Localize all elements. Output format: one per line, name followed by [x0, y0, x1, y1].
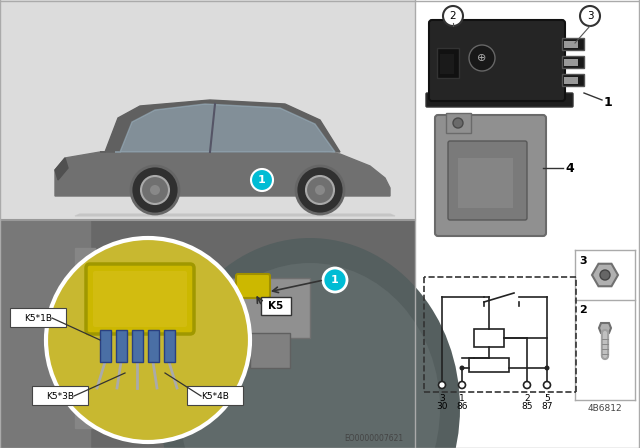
Bar — [437, 48, 459, 78]
Polygon shape — [592, 264, 618, 286]
Text: 86: 86 — [456, 402, 468, 411]
Bar — [250, 333, 290, 368]
Text: K5*1B: K5*1B — [24, 314, 52, 323]
Bar — [230, 278, 310, 338]
Bar — [564, 59, 578, 66]
FancyBboxPatch shape — [187, 386, 243, 405]
Ellipse shape — [160, 238, 460, 448]
Circle shape — [306, 176, 334, 204]
FancyBboxPatch shape — [261, 297, 291, 315]
Bar — [562, 56, 584, 68]
FancyBboxPatch shape — [93, 271, 187, 327]
Text: 2: 2 — [579, 305, 587, 315]
Text: 30: 30 — [436, 402, 448, 411]
FancyBboxPatch shape — [426, 93, 573, 107]
Text: 2: 2 — [450, 11, 456, 21]
Text: 85: 85 — [521, 402, 532, 411]
Text: ⊕: ⊕ — [477, 53, 486, 63]
Circle shape — [131, 166, 179, 214]
Bar — [469, 358, 509, 372]
Circle shape — [251, 169, 273, 191]
FancyBboxPatch shape — [86, 264, 194, 334]
Circle shape — [524, 382, 531, 388]
Polygon shape — [75, 248, 95, 428]
Polygon shape — [100, 100, 340, 152]
Circle shape — [438, 382, 445, 388]
Text: 4: 4 — [565, 161, 573, 175]
Circle shape — [580, 6, 600, 26]
Bar — [562, 38, 584, 50]
Text: K5*4B: K5*4B — [201, 392, 229, 401]
Bar — [164, 330, 175, 362]
Polygon shape — [115, 104, 335, 152]
Circle shape — [543, 382, 550, 388]
Text: 1: 1 — [459, 394, 465, 403]
Bar — [562, 74, 584, 86]
Text: 2: 2 — [524, 394, 530, 403]
Polygon shape — [0, 220, 90, 448]
FancyBboxPatch shape — [10, 308, 66, 327]
Bar — [0, 0, 415, 220]
Text: 3: 3 — [439, 394, 445, 403]
Polygon shape — [55, 158, 68, 180]
Circle shape — [453, 118, 463, 128]
FancyBboxPatch shape — [429, 20, 565, 101]
Text: EO0000007621: EO0000007621 — [344, 434, 403, 443]
FancyBboxPatch shape — [448, 141, 527, 220]
Circle shape — [458, 382, 465, 388]
Text: K5*3B: K5*3B — [46, 392, 74, 401]
Text: 3: 3 — [579, 256, 587, 266]
Circle shape — [315, 185, 325, 195]
Circle shape — [323, 268, 347, 292]
Text: 3: 3 — [587, 11, 593, 21]
Circle shape — [443, 6, 463, 26]
FancyBboxPatch shape — [435, 115, 546, 236]
Bar — [100, 330, 111, 362]
Bar — [0, 220, 415, 448]
Text: K5: K5 — [268, 301, 284, 311]
Circle shape — [141, 176, 169, 204]
FancyBboxPatch shape — [32, 386, 88, 405]
Bar — [148, 330, 159, 362]
Bar — [474, 329, 504, 347]
Circle shape — [545, 366, 550, 370]
Bar — [564, 77, 578, 84]
Bar — [132, 330, 143, 362]
Text: 5: 5 — [544, 394, 550, 403]
Polygon shape — [75, 214, 395, 216]
Text: 1: 1 — [604, 95, 612, 108]
Circle shape — [460, 366, 465, 370]
Circle shape — [600, 270, 610, 280]
Bar — [458, 158, 513, 208]
Ellipse shape — [180, 263, 440, 448]
Bar — [564, 41, 578, 48]
Text: 87: 87 — [541, 402, 553, 411]
Text: 4B6812: 4B6812 — [588, 404, 622, 413]
Text: 1: 1 — [331, 275, 339, 285]
Polygon shape — [599, 323, 611, 333]
Bar — [446, 113, 471, 133]
Circle shape — [469, 45, 495, 71]
Bar — [415, 0, 640, 448]
FancyBboxPatch shape — [236, 274, 270, 298]
Circle shape — [150, 185, 160, 195]
Bar — [116, 330, 127, 362]
Bar — [440, 54, 454, 74]
Circle shape — [296, 166, 344, 214]
Text: 1: 1 — [258, 175, 266, 185]
Polygon shape — [55, 146, 390, 196]
Circle shape — [46, 238, 250, 442]
